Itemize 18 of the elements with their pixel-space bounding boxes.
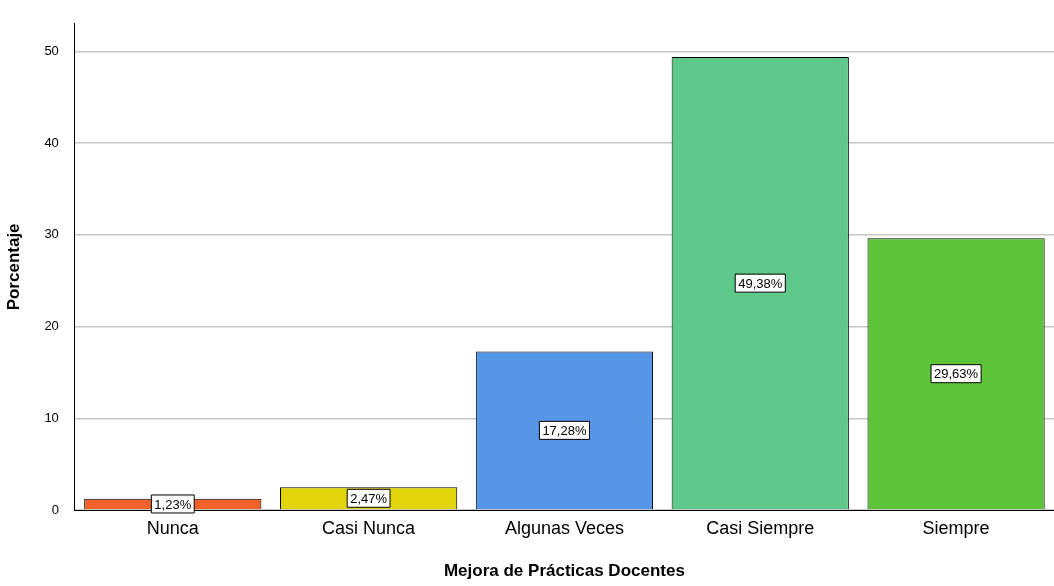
y-tick-label: 0	[51, 501, 59, 517]
y-tick-label: 20	[44, 318, 59, 334]
x-tick-label: Casi Nunca	[322, 517, 417, 538]
x-tick-label: Siempre	[922, 517, 990, 538]
data-label: 49,38%	[738, 275, 783, 291]
x-axis-title: Mejora de Prácticas Docentes	[443, 561, 685, 581]
data-label: 1,23%	[154, 496, 192, 512]
x-tick-label: Casi Siempre	[706, 517, 815, 538]
data-label: 2,47%	[350, 490, 388, 506]
y-tick-label: 40	[44, 134, 59, 150]
y-axis-title: Porcentaje	[3, 223, 23, 311]
data-label: 29,63%	[934, 366, 979, 382]
y-tick-label: 10	[44, 409, 59, 425]
data-label: 17,28%	[542, 422, 587, 438]
x-tick-label: Algunas Veces	[504, 517, 624, 538]
x-tick-label: Nunca	[146, 517, 200, 538]
y-tick-label: 30	[44, 226, 59, 242]
y-tick-label: 50	[44, 42, 59, 58]
